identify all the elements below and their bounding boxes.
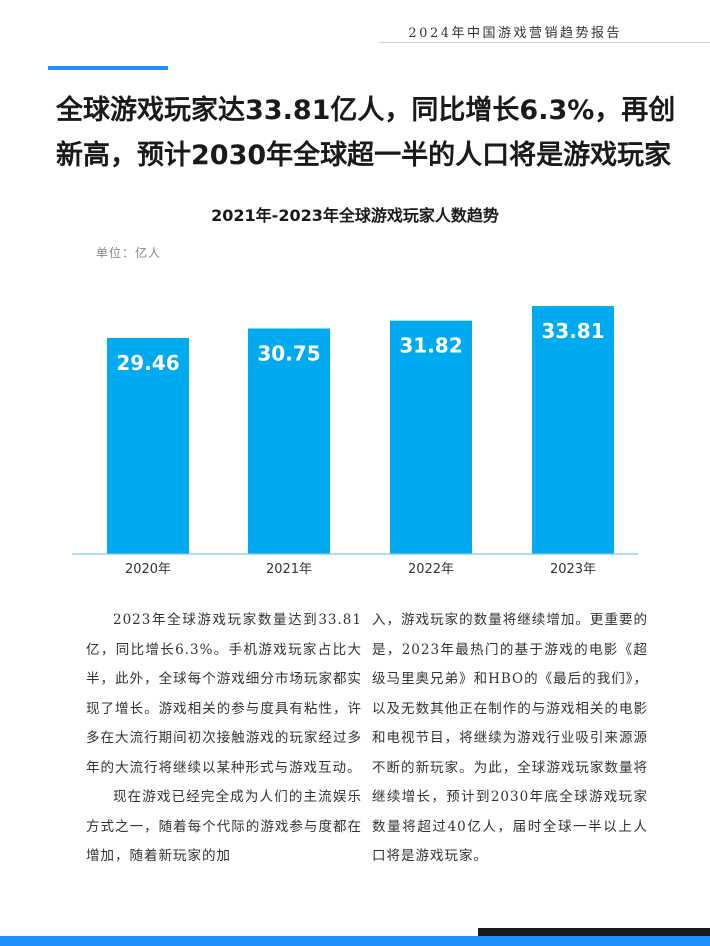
- value-label: 29.46: [116, 351, 179, 375]
- bar-2020年: [107, 337, 189, 554]
- body-paragraph: 入，游戏玩家的数量将继续增加。更重要的是，2023年最热门的基于游戏的电影《超级…: [372, 612, 648, 864]
- x-tick-label: 2023年: [550, 562, 596, 577]
- x-tick-label: 2021年: [266, 562, 312, 577]
- body-column-right: 入，游戏玩家的数量将继续增加。更重要的是，2023年最热门的基于游戏的电影《超级…: [372, 606, 648, 872]
- x-tick-labels-layer: 2020年 2021年 2022年 2023年: [125, 562, 596, 577]
- bar-chart: 29.46 30.75 31.82 33.81 2020年 2021年 2022年 2023…: [72, 306, 638, 577]
- bar-2022年: [390, 320, 472, 554]
- accent-bar: [48, 66, 168, 70]
- body-paragraph: 现在游戏已经完全成为人们的主流娱乐方式之一，随着每个代际的游戏参与度都在增加，随…: [86, 789, 362, 864]
- header-divider: [379, 42, 710, 43]
- bar-2021年: [248, 328, 330, 554]
- footer-strip: [0, 936, 710, 946]
- x-tick-label: 2022年: [408, 562, 454, 577]
- bar-2023年: [532, 306, 614, 554]
- x-tick-label: 2020年: [125, 562, 171, 577]
- value-label: 30.75: [257, 342, 320, 366]
- value-label: 31.82: [399, 334, 462, 358]
- chart-unit-label: 单位：亿人: [96, 246, 162, 260]
- value-label: 33.81: [541, 319, 604, 343]
- report-header: 2024年中国游戏营销趋势报告: [408, 26, 622, 41]
- footer-dark-bar: [478, 928, 710, 936]
- page-headline: 全球游戏玩家达33.81亿人，同比增长6.3%，再创新高，预计2030年全球超一…: [56, 95, 676, 171]
- value-labels-layer: 29.46 30.75 31.82 33.81: [116, 319, 604, 375]
- bars-layer: [107, 306, 614, 554]
- body-column-left: 2023年全球游戏玩家数量达到33.81亿，同比增长6.3%。手机游戏玩家占比大…: [86, 606, 362, 872]
- body-paragraph: 2023年全球游戏玩家数量达到33.81亿，同比增长6.3%。手机游戏玩家占比大…: [86, 612, 362, 776]
- chart-title: 2021年-2023年全球游戏玩家人数趋势: [211, 206, 499, 225]
